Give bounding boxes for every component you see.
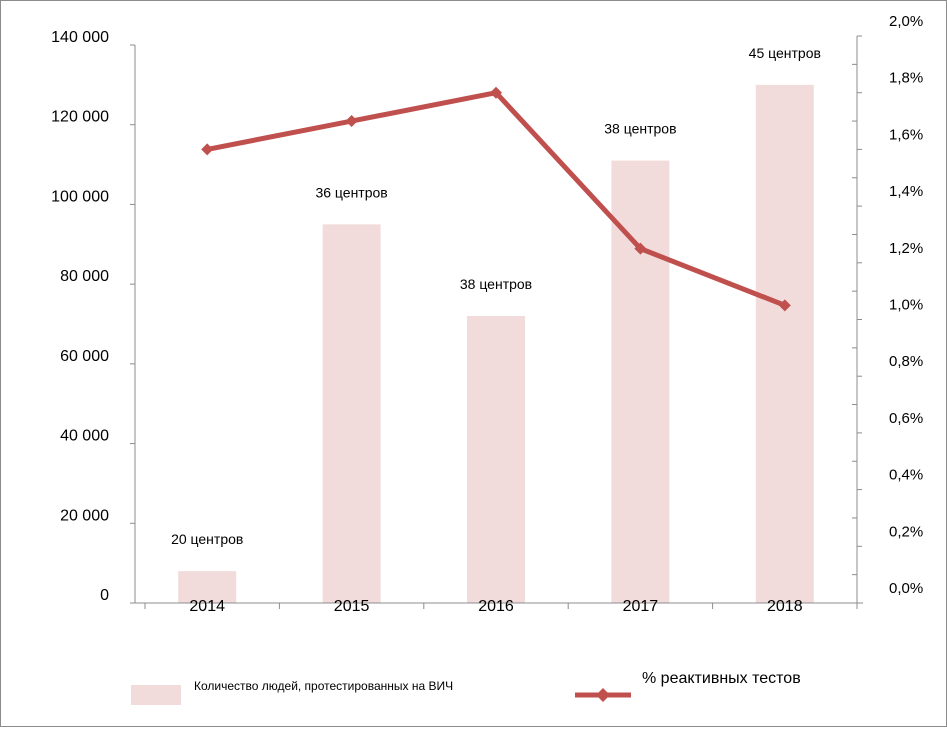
- bar-2016: [467, 316, 525, 603]
- bar-data-label: 45 центров: [749, 45, 821, 61]
- left-tick-label: 140 000: [51, 29, 109, 46]
- bar-2018: [755, 84, 814, 604]
- right-tick-label: 1,2%: [889, 240, 923, 257]
- line-point-2014: [201, 143, 214, 156]
- left-tick-label: 60 000: [60, 348, 109, 365]
- line-point-2017: [634, 242, 647, 255]
- right-tick-label: 2,0%: [889, 13, 923, 30]
- right-tick-label: 1,4%: [889, 183, 923, 200]
- x-tick-label: 2016: [478, 598, 514, 615]
- left-tick-label: 20 000: [60, 507, 109, 524]
- legend-line-marker: [596, 688, 610, 702]
- right-tick-label: 0,8%: [889, 353, 923, 370]
- x-tick-label: 2015: [334, 598, 370, 615]
- x-tick-label: 2017: [623, 598, 659, 615]
- bar-data-label: 36 центров: [315, 184, 387, 200]
- left-tick-label: 80 000: [60, 268, 109, 285]
- left-tick-label: 0: [100, 587, 109, 604]
- bar-data-label: 20 центров: [171, 531, 243, 547]
- right-tick-label: 0,2%: [889, 523, 923, 540]
- line-layer: [201, 86, 791, 312]
- right-tick-label: 1,8%: [889, 70, 923, 87]
- line-series: [206, 90, 786, 308]
- x-tick-label: 2018: [767, 598, 803, 615]
- bar-2014: [178, 571, 237, 603]
- labels-layer: 0 20 000 40 000 60 000 80 000 100 000 120 000 1…: [51, 13, 923, 615]
- legend-bars-label: Количество людей, протестированных на ВИ…: [194, 679, 453, 693]
- left-tick-label: 100 000: [51, 188, 109, 205]
- bar-2017: [611, 160, 670, 604]
- line-point-2015: [345, 115, 358, 128]
- bar-data-label: 38 центров: [604, 121, 676, 137]
- line-point-2018: [778, 299, 791, 312]
- right-tick-label: 0,6%: [889, 410, 923, 427]
- bars-layer: [178, 84, 814, 604]
- bar-2015: [322, 224, 381, 603]
- right-tick-label: 0,4%: [889, 467, 923, 484]
- x-tick-label: 2014: [189, 598, 225, 615]
- right-tick-label: 1,6%: [889, 126, 923, 143]
- bar-data-label: 38 центров: [460, 276, 532, 292]
- legend: Количество людей, протестированных на ВИ…: [131, 670, 801, 705]
- right-tick-label: 1,0%: [889, 297, 923, 314]
- legend-bar-swatch: [131, 685, 181, 705]
- line-point-2016: [490, 86, 502, 99]
- legend-line-label: % реактивных тестов: [642, 670, 801, 687]
- left-tick-label: 120 000: [51, 109, 109, 126]
- left-tick-label: 40 000: [60, 428, 109, 445]
- right-tick-label: 0,0%: [889, 580, 923, 597]
- ticks-layer: [130, 35, 862, 609]
